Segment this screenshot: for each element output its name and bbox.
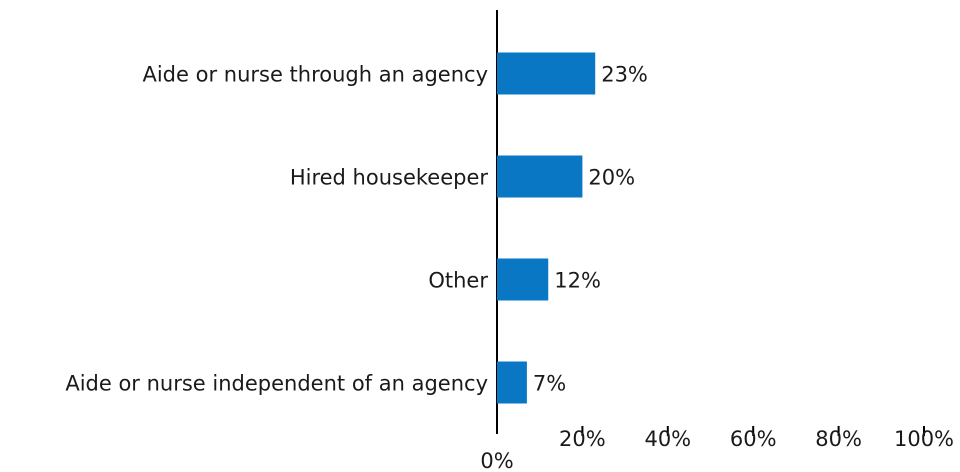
value-label: 7% bbox=[533, 372, 566, 396]
bar bbox=[497, 155, 583, 198]
value-label: 12% bbox=[554, 269, 601, 293]
x-tick-label: 20% bbox=[559, 427, 606, 451]
bar bbox=[497, 258, 549, 301]
y-tick-label: Aide or nurse independent of an agency bbox=[65, 372, 488, 396]
x-tick-label: 0% bbox=[480, 449, 513, 472]
x-tick-label: 80% bbox=[815, 427, 862, 451]
y-tick-label: Hired housekeeper bbox=[290, 166, 489, 190]
value-label: 23% bbox=[601, 63, 648, 87]
value-label: 20% bbox=[588, 166, 635, 190]
x-tick-label: 40% bbox=[644, 427, 691, 451]
x-tick-label: 60% bbox=[730, 427, 777, 451]
x-tick-label: 100% bbox=[894, 427, 954, 451]
bar bbox=[497, 52, 596, 95]
y-tick-label: Aide or nurse through an agency bbox=[142, 63, 488, 87]
y-tick-label: Other bbox=[428, 269, 488, 293]
bar bbox=[497, 361, 527, 404]
